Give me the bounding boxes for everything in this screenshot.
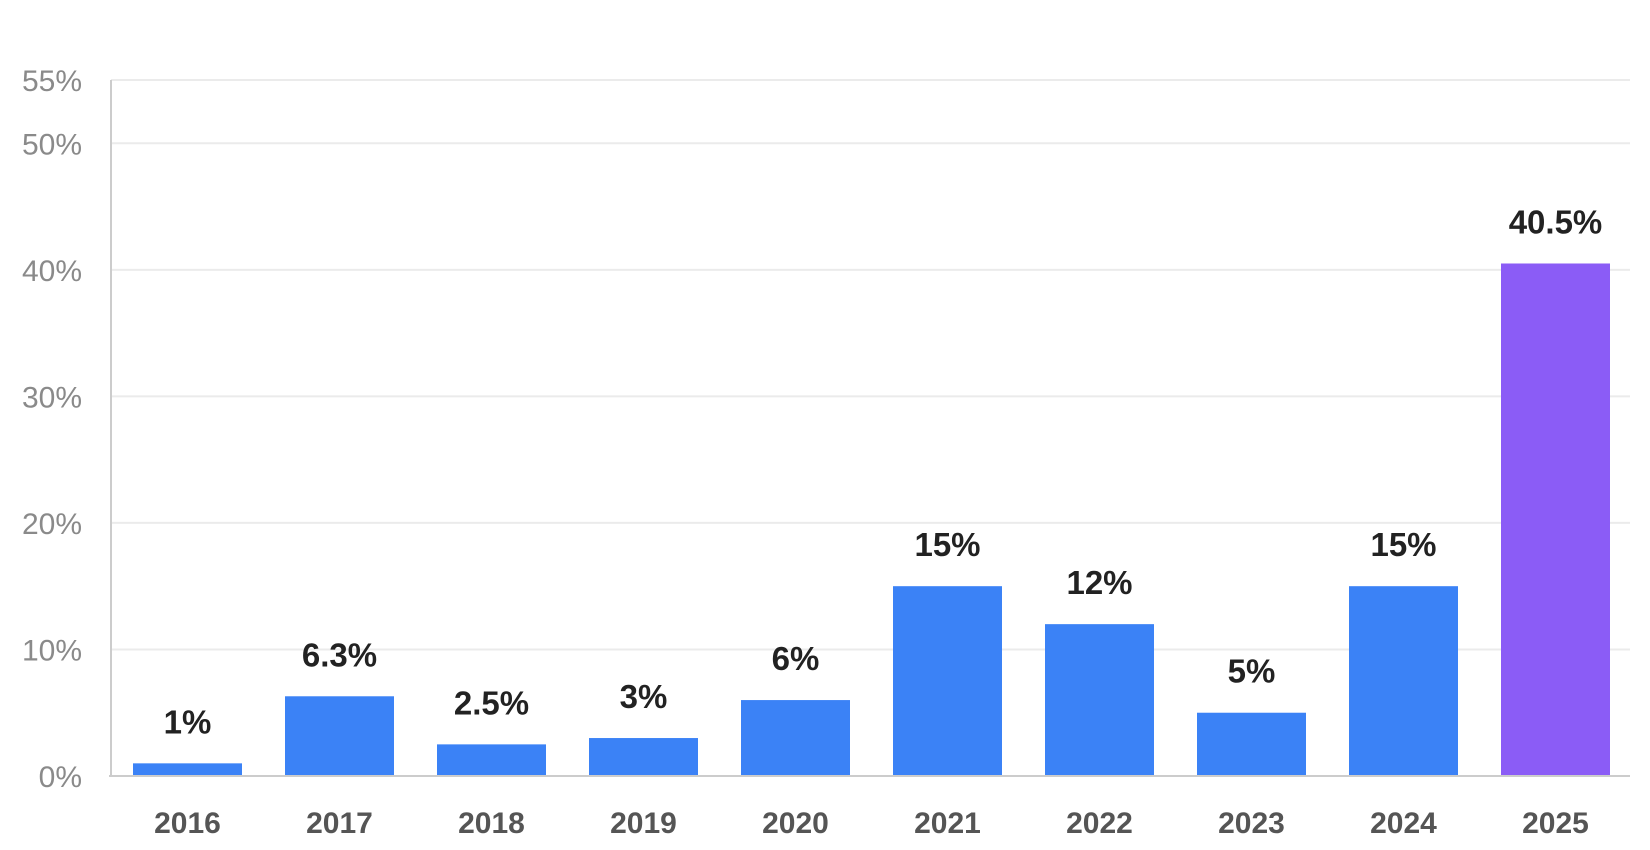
bar-2016	[133, 763, 242, 776]
bar-2024	[1349, 586, 1458, 776]
data-label-2019: 3%	[620, 678, 668, 715]
data-label-2018: 2.5%	[454, 684, 529, 721]
data-label-2025: 40.5%	[1509, 203, 1603, 240]
data-label-2022: 12%	[1066, 564, 1132, 601]
y-tick-label: 40%	[22, 255, 82, 288]
data-label-2017: 6.3%	[302, 636, 377, 673]
y-tick-label: 20%	[22, 508, 82, 541]
x-tick-label-2021: 2021	[914, 807, 981, 840]
y-tick-label: 50%	[22, 128, 82, 161]
bar-2017	[285, 696, 394, 776]
x-tick-label-2016: 2016	[154, 807, 221, 840]
y-tick-label: 10%	[22, 634, 82, 667]
grid-lines	[111, 79, 1630, 651]
x-tick-label-2023: 2023	[1218, 807, 1285, 840]
data-label-2023: 5%	[1228, 653, 1276, 690]
bar-2025	[1501, 263, 1610, 776]
bar-2020	[741, 700, 850, 776]
data-label-2020: 6%	[772, 640, 820, 677]
bar-2018	[437, 744, 546, 776]
y-tick-label: 0%	[39, 761, 82, 794]
bar-2022	[1045, 624, 1154, 776]
bar-2019	[589, 738, 698, 776]
data-label-2016: 1%	[164, 703, 212, 740]
x-tick-label-2020: 2020	[762, 807, 829, 840]
x-tick-label-2024: 2024	[1370, 807, 1437, 840]
data-label-2024: 15%	[1370, 526, 1436, 563]
y-tick-label: 30%	[22, 381, 82, 414]
bar-2023	[1197, 712, 1306, 776]
y-tick-label: 55%	[22, 65, 82, 98]
x-tick-label-2022: 2022	[1066, 807, 1133, 840]
x-tick-label-2018: 2018	[458, 807, 525, 840]
x-tick-label-2025: 2025	[1522, 807, 1589, 840]
data-label-2021: 15%	[914, 526, 980, 563]
x-tick-label-2017: 2017	[306, 807, 373, 840]
labels: 0% 10% 20% 30% 40% 50% 55% 1% 2016 6.3% 2017 2.5% 20…	[22, 65, 1602, 840]
bars	[133, 263, 1610, 776]
axes	[109, 80, 1630, 777]
x-tick-label-2019: 2019	[610, 807, 677, 840]
bar-2021	[893, 586, 1002, 776]
